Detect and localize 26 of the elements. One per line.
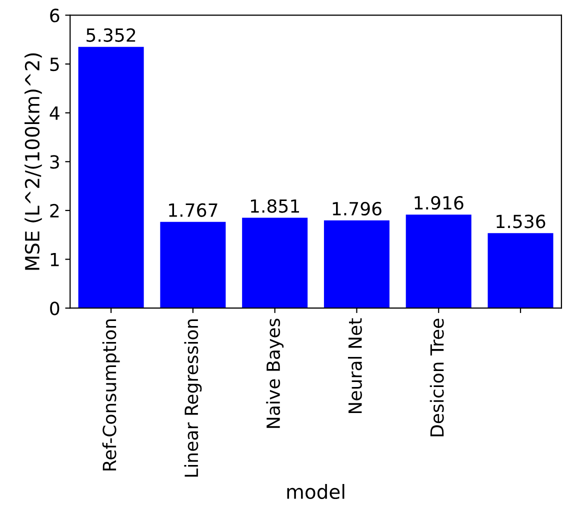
x-tick-label: Naive Bayes bbox=[266, 318, 284, 428]
y-tick-label: 3 bbox=[50, 155, 59, 169]
x-tick-label: Linear Regression bbox=[184, 319, 202, 477]
bar bbox=[242, 218, 308, 308]
y-tick-label: 2 bbox=[50, 204, 59, 218]
data-label: 1.796 bbox=[332, 202, 382, 216]
data-label: 1.536 bbox=[496, 214, 546, 228]
y-tick-label: 5 bbox=[50, 58, 59, 72]
x-axis-title: model bbox=[287, 484, 344, 500]
y-tick-label: 4 bbox=[50, 106, 60, 120]
data-label: 5.352 bbox=[86, 28, 136, 42]
x-tick-label: Ref-Consumption bbox=[102, 319, 120, 470]
data-label: 1.916 bbox=[414, 196, 464, 210]
x-tick-label: Neural Net bbox=[348, 318, 362, 414]
y-axis-title: MSE (L^2/(100km)^2) bbox=[24, 53, 42, 270]
bar bbox=[78, 46, 144, 308]
y-tick-label: 6 bbox=[50, 8, 60, 22]
bar bbox=[406, 214, 472, 308]
y-tick-label: 1 bbox=[50, 252, 59, 266]
bar bbox=[488, 233, 554, 308]
x-tick-label: Desicion Tree bbox=[430, 318, 444, 436]
bar bbox=[324, 220, 390, 308]
bar bbox=[160, 222, 226, 308]
data-label: 1.851 bbox=[250, 199, 300, 213]
y-tick-label: 0 bbox=[50, 302, 60, 316]
data-label: 1.767 bbox=[169, 203, 218, 217]
